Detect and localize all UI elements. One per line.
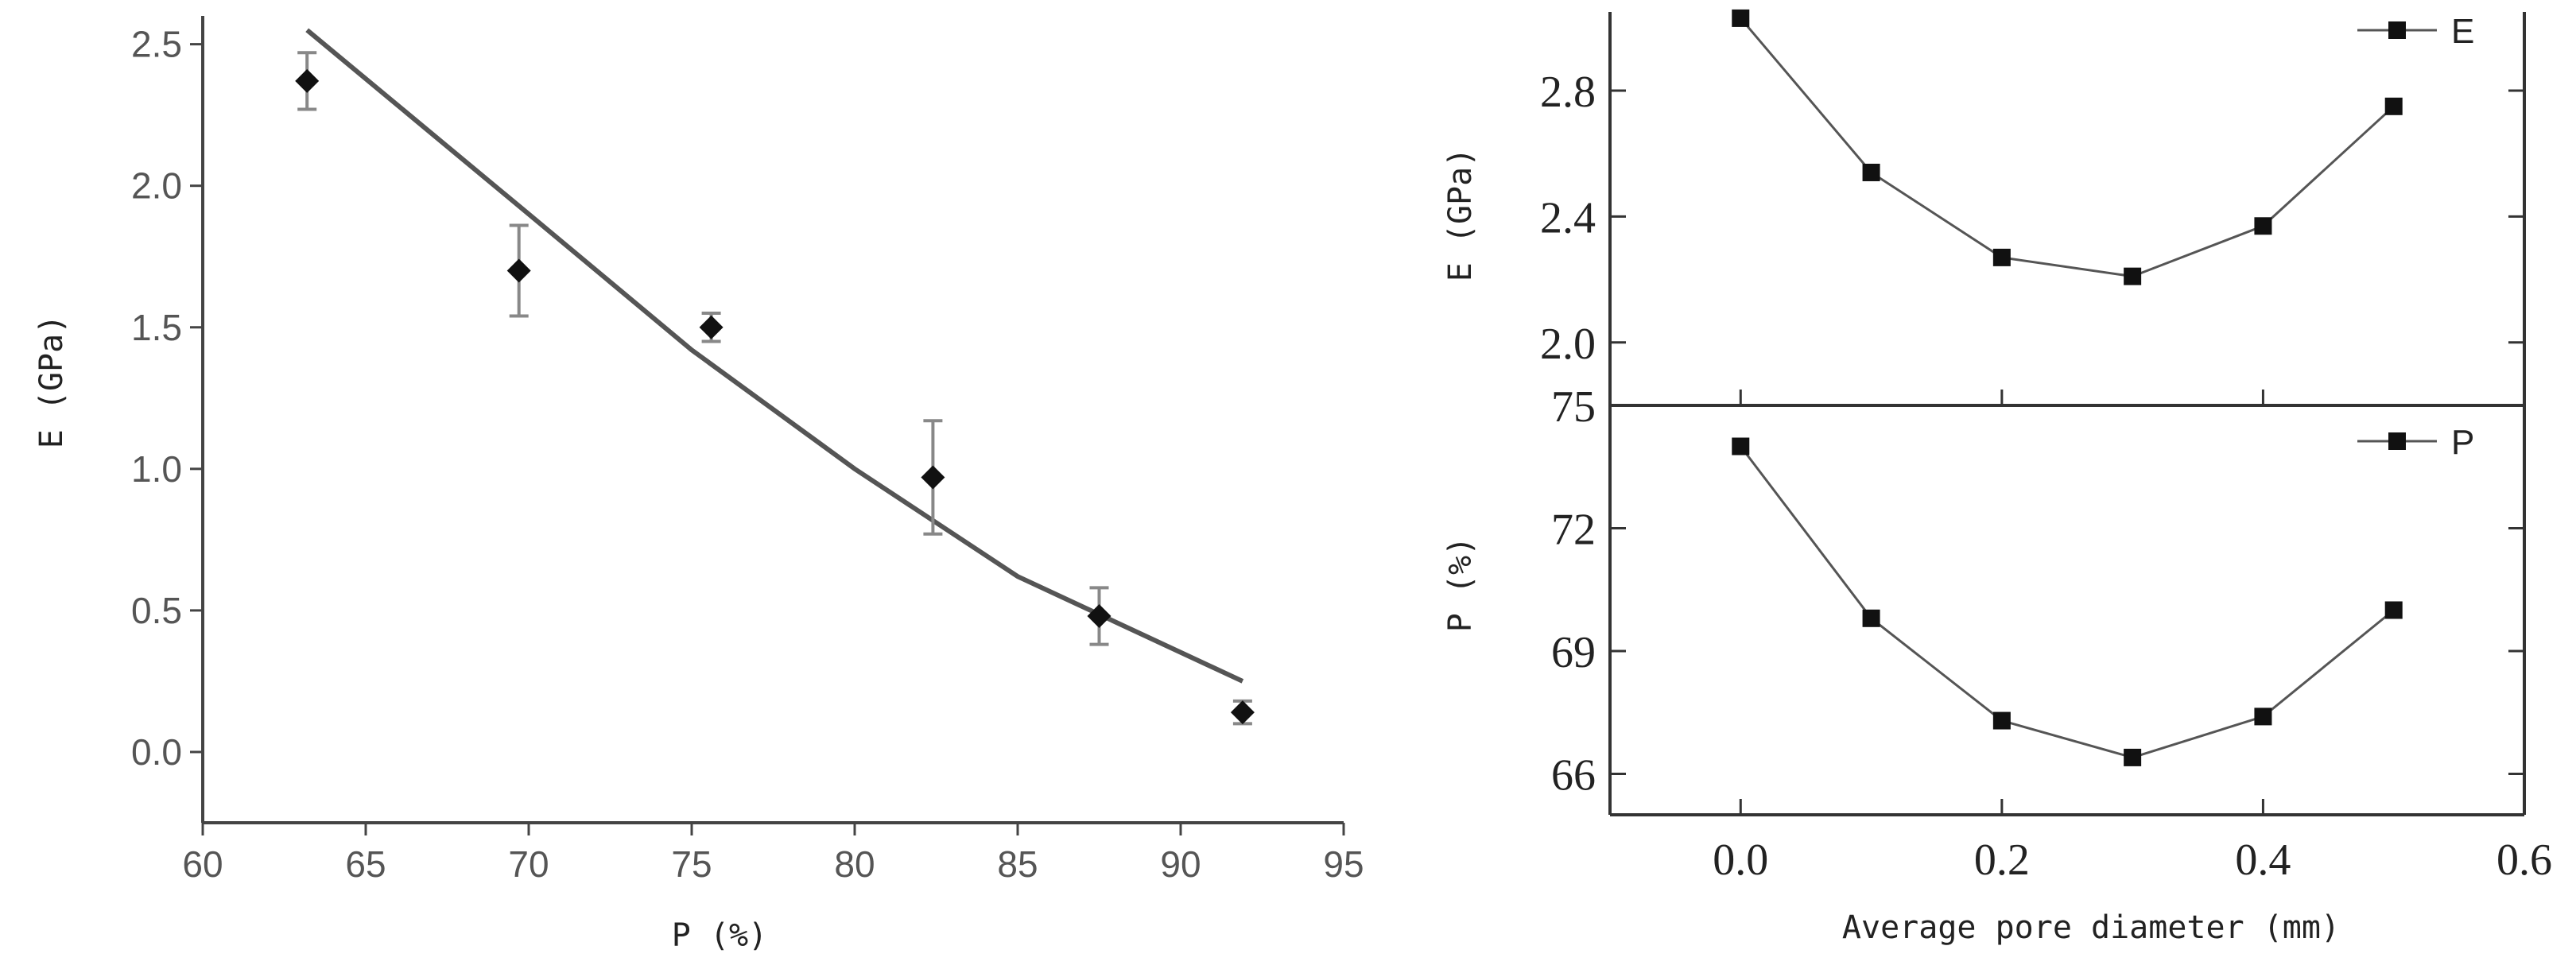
legend-marker xyxy=(2388,21,2406,39)
right-top-data-marks xyxy=(1732,9,2403,285)
right-series-line xyxy=(1740,445,2395,759)
right-y-tick-label: 2.8 xyxy=(1540,68,1596,117)
left-y-tick-label: 1.0 xyxy=(131,448,182,490)
right-data-point xyxy=(1862,163,1880,181)
right-data-point xyxy=(2124,748,2142,766)
right-x-tick-label: 0.0 xyxy=(1713,835,1768,885)
left-data-point xyxy=(1087,604,1111,629)
right-y-tick-label: 2.4 xyxy=(1540,193,1596,242)
right-axes xyxy=(1608,12,2526,816)
right-x-axis-label: Average pore diameter (mm) xyxy=(1842,909,2340,946)
right-y-tick-label: 72 xyxy=(1551,506,1596,555)
right-data-point xyxy=(2254,707,2272,726)
right-data-point xyxy=(1992,248,2011,266)
left-x-ticks: 60 65 70 75 80 85 90 95 xyxy=(182,823,1364,885)
left-x-tick-label: 70 xyxy=(508,843,549,885)
left-data-point xyxy=(1230,700,1255,725)
right-data-point xyxy=(2254,217,2272,235)
left-y-tick-label: 0.5 xyxy=(131,590,182,631)
left-x-tick-label: 80 xyxy=(834,843,875,885)
left-y-tick-label: 1.5 xyxy=(131,307,182,348)
left-x-axis-label: P (%) xyxy=(672,917,767,954)
left-x-tick-label: 95 xyxy=(1323,843,1364,885)
right-x-tick-label: 0.2 xyxy=(1974,835,2030,885)
right-data-point xyxy=(2384,601,2403,619)
right-data-point xyxy=(1732,437,1750,455)
right-bottom-data-marks xyxy=(1732,437,2403,766)
right-y-tick-label: 75 xyxy=(1551,382,1596,432)
right-y-tick-label: 69 xyxy=(1551,628,1596,677)
left-data-point xyxy=(699,315,724,339)
chart-left-porosity-modulus: 60 65 70 75 80 85 90 95 0.0 0.5 1.0 1.5 2.0 2.5 P (%… xyxy=(33,16,1364,954)
left-y-ticks: 0.0 0.5 1.0 1.5 2.0 2.5 xyxy=(131,24,203,773)
left-axes xyxy=(201,16,1344,824)
legend-label: P xyxy=(2451,423,2474,462)
left-fit-line xyxy=(305,28,1244,684)
right-bottom-y-ticks: 66 69 72 75 xyxy=(1551,382,2524,800)
left-data-point xyxy=(921,465,945,490)
right-top-y-ticks: 2.0 2.4 2.8 xyxy=(1540,68,2524,369)
left-x-tick-label: 75 xyxy=(671,843,712,885)
right-bottom-y-axis-label: P (%) xyxy=(1442,537,1479,632)
right-x-tick-label: 0.6 xyxy=(2496,835,2552,885)
left-y-tick-label: 2.5 xyxy=(131,24,182,65)
left-data-marks xyxy=(295,28,1255,726)
right-data-point xyxy=(1992,711,2011,730)
legend-p: P xyxy=(2357,423,2474,462)
legend-e: E xyxy=(2357,12,2474,51)
right-y-tick-label: 2.0 xyxy=(1540,320,1596,369)
left-data-point xyxy=(295,68,320,93)
left-x-tick-label: 90 xyxy=(1160,843,1201,885)
right-top-y-axis-label: E (GPa) xyxy=(1442,148,1479,282)
right-data-point xyxy=(2124,267,2142,285)
left-x-tick-label: 85 xyxy=(997,843,1038,885)
left-y-axis-label: E (GPa) xyxy=(33,315,70,449)
right-data-point xyxy=(2384,97,2403,115)
left-x-tick-label: 65 xyxy=(345,843,386,885)
right-x-tick-label: 0.4 xyxy=(2235,835,2291,885)
right-data-point xyxy=(1862,609,1880,627)
left-y-tick-label: 0.0 xyxy=(131,731,182,773)
left-y-tick-label: 2.0 xyxy=(131,165,182,207)
legend-marker xyxy=(2388,432,2406,450)
chart-right-pore-diameter: 0.0 0.2 0.4 0.6 2.0 2.4 2.8 66 69 72 75 E P Aver… xyxy=(1442,9,2552,946)
right-y-tick-label: 66 xyxy=(1551,751,1596,800)
legend-label: E xyxy=(2451,12,2474,51)
right-x-ticks: 0.0 0.2 0.4 0.6 xyxy=(1713,390,2552,885)
left-data-point xyxy=(506,258,531,283)
left-x-tick-label: 60 xyxy=(182,843,223,885)
right-series-line xyxy=(1740,17,2395,278)
right-data-point xyxy=(1732,9,1750,27)
